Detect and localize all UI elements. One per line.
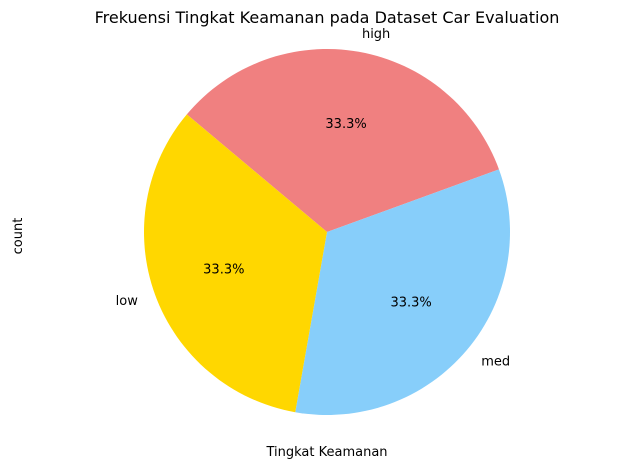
slice-label-low: low xyxy=(116,294,139,309)
chart-title: Frekuensi Tingkat Keamanan pada Dataset … xyxy=(95,8,560,27)
pie-slice-med xyxy=(295,169,510,415)
percent-label-low: 33.3% xyxy=(203,263,244,278)
percent-label-med: 33.3% xyxy=(390,296,431,311)
pie-slices xyxy=(144,49,510,415)
pie-labels: high 33.3% med 33.3% low 33.3% xyxy=(116,27,510,370)
pie-slice-high xyxy=(186,49,499,232)
pie-slice-low xyxy=(144,114,327,413)
slice-label-med: med xyxy=(481,354,510,369)
slice-label-high: high xyxy=(362,27,390,42)
y-axis-label: count xyxy=(11,218,26,255)
x-axis-label: Tingkat Keamanan xyxy=(265,445,387,460)
percent-label-high: 33.3% xyxy=(325,117,366,132)
